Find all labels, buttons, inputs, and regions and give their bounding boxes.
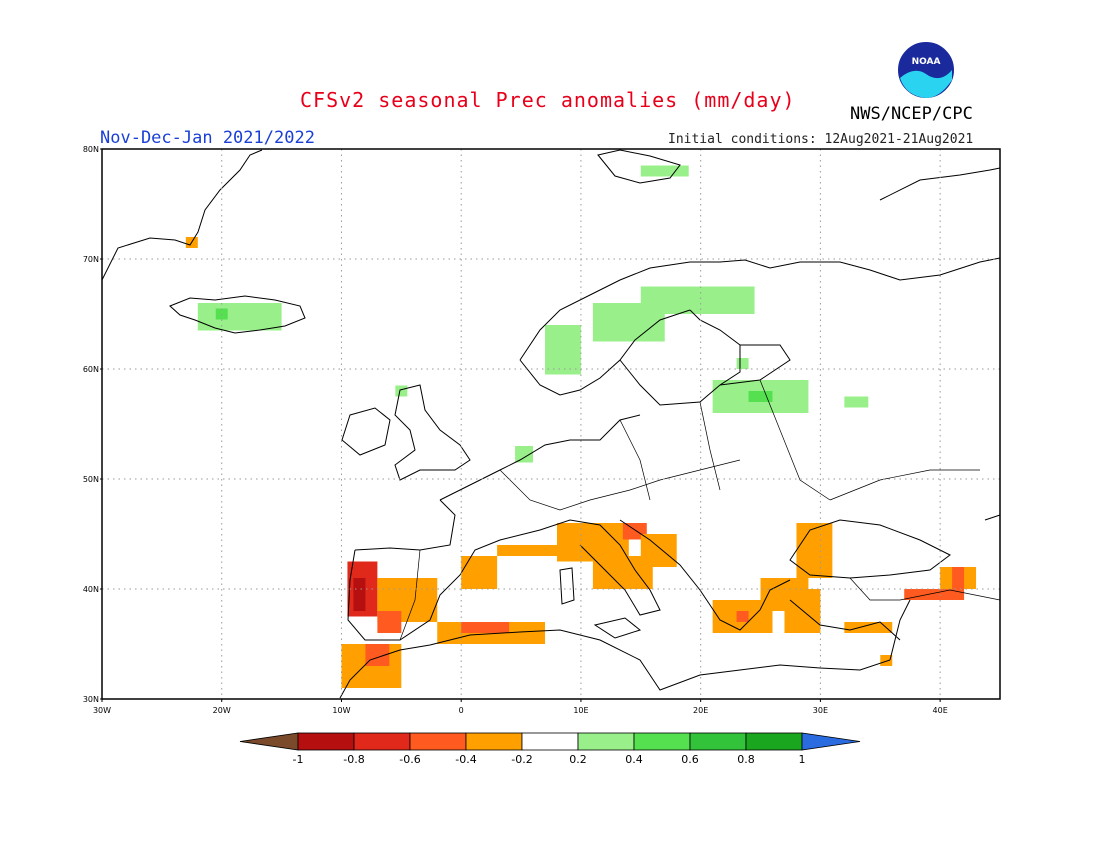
coast-france [439,414,641,501]
map-frame [101,148,1001,700]
coast-svalbard [597,149,681,184]
lat-label: 30N [83,695,99,704]
lat-label: 40N [83,585,99,594]
anomaly-region-12 [844,396,869,408]
axis-labels: 80N 70N 60N 50N 40N 30N 30W 20W 10W 0 10E 20E 30E 40E [83,145,948,715]
colorbar-label: 0.8 [737,753,755,766]
anomaly-region-36 [880,655,893,666]
coast-greenland [101,149,263,281]
coast-ireland [341,407,391,456]
colorbar-bin [577,732,635,751]
lon-label: 20E [693,706,708,715]
lat-label: 70N [83,255,99,264]
anomaly-region-3 [640,165,689,177]
coast-iberia [347,529,541,641]
anomaly-region-16 [377,611,402,633]
coast-biscay [354,499,456,551]
anomaly-region-21 [461,556,498,589]
anomaly-region-23 [556,523,629,562]
colorbar-label: 0.2 [569,753,587,766]
coastlines [101,149,1001,699]
season-label: Nov-Dec-Jan 2021/2022 [100,128,315,148]
coast-baltic [619,309,741,406]
colorbar-bin [297,732,355,751]
anomaly-region-18 [365,644,390,666]
initial-conditions-label: Initial conditions: 12Aug2021-21Aug2021 [668,132,974,147]
coast-scandinavia [519,257,1001,361]
colorbar: -1 -0.8 -0.6 -0.4 -0.2 0.2 0.4 0.6 0.8 1 [239,732,861,766]
anomaly-region-14 [353,578,366,611]
noaa-logo-icon: NOAA [896,40,956,100]
coast-balkans [619,519,791,631]
anomaly-region-28 [736,611,749,622]
coast-britain [394,384,471,481]
coast-levant [889,599,911,661]
coast-italy [539,519,661,616]
lon-label: 40E [933,706,948,715]
anomaly-regions [185,165,977,688]
colorbar-bin [465,732,523,751]
coast-sardinia [559,567,575,605]
anomaly-region-20 [461,622,510,633]
colorbar-bin [521,732,579,751]
colorbar-label: 1 [799,753,806,766]
anomaly-region-32 [844,622,893,633]
coast-novaya [879,167,1001,201]
anomaly-region-26 [640,534,677,567]
lon-label: 20W [213,706,231,715]
map-title: CFSv2 seasonal Prec anomalies (mm/day) [300,88,796,112]
coast-africa [339,629,891,699]
coast-baltic-east [719,344,791,386]
colorbar-label: -0.6 [399,753,420,766]
anomaly-region-33 [904,589,965,600]
colorbar-label: -0.2 [511,753,532,766]
colorbar-label: -0.4 [455,753,476,766]
colorbar-below-arrow [239,732,299,751]
coast-turkey [789,599,901,641]
colorbar-bin [409,732,467,751]
colorbar-bin [689,732,747,751]
anomaly-region-6 [545,325,581,375]
lon-label: 10W [332,706,350,715]
anomaly-region-0 [197,303,282,331]
coast-caspian [984,514,1001,521]
colorbar-bin [633,732,691,751]
colorbar-bin [745,732,803,751]
anomaly-region-35 [952,567,965,589]
anomaly-region-4 [395,385,408,397]
lon-label: 0 [459,706,464,715]
lon-label: 10E [573,706,588,715]
organization-label: NWS/NCEP/CPC [850,104,973,124]
colorbar-bin [353,732,411,751]
anomaly-region-11 [748,391,773,402]
lat-label: 50N [83,475,99,484]
coast-norway-south [519,309,691,396]
lat-label: 80N [83,145,99,154]
colorbar-label: -1 [293,753,304,766]
colorbar-above-arrow [801,732,861,751]
coast-iceland [169,295,306,334]
colorbar-label: 0.4 [625,753,643,766]
anomaly-region-31 [796,523,833,578]
colorbar-label: 0.6 [681,753,699,766]
country-borders [399,379,1001,641]
coast-blacksea [789,519,951,579]
anomaly-region-22 [497,545,569,556]
colorbar-label: -0.8 [343,753,364,766]
lat-label: 60N [83,365,99,374]
lon-label: 30E [813,706,828,715]
lon-label: 30W [93,706,111,715]
anomaly-region-8 [640,286,755,314]
noaa-logo-text: NOAA [912,57,941,67]
anomaly-region-9 [736,358,749,369]
anomaly-region-5 [515,446,534,463]
coast-sicily [593,617,642,639]
graticule [102,149,1000,699]
